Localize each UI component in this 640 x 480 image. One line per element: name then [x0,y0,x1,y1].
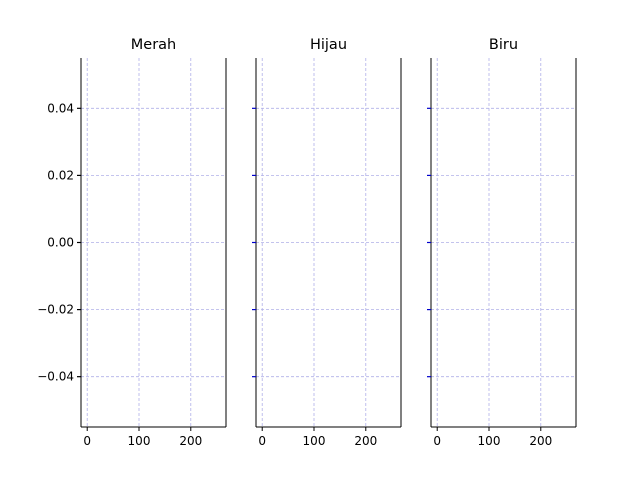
y-tick-label: 0.02 [47,168,74,182]
subplot-3: 0 100 200 Biru [427,37,577,448]
y-tick-label: 0.04 [47,101,74,115]
subplot-title: Merah [131,37,176,53]
subplot-title: Biru [489,37,518,53]
x-tick-label: 200 [354,434,377,448]
y-tick-label: −0.02 [37,303,74,317]
y-tick-label: −0.04 [37,370,74,384]
x-tick-label: 100 [478,434,501,448]
subplot-title: Hijau [310,37,347,53]
subplot-2: 0 100 200 Hijau [252,37,402,448]
x-tick-label: 100 [128,434,151,448]
x-tick-label: 200 [529,434,552,448]
x-tick-label: 0 [83,434,91,448]
x-tick-label: 100 [303,434,326,448]
x-tick-label: 200 [179,434,202,448]
y-tick-label: 0.00 [47,236,74,250]
x-tick-label: 0 [258,434,266,448]
subplot-1: 0 100 200 −0.04 −0.02 0.00 0.02 0.04 Merah [37,37,227,448]
x-tick-label: 0 [433,434,441,448]
